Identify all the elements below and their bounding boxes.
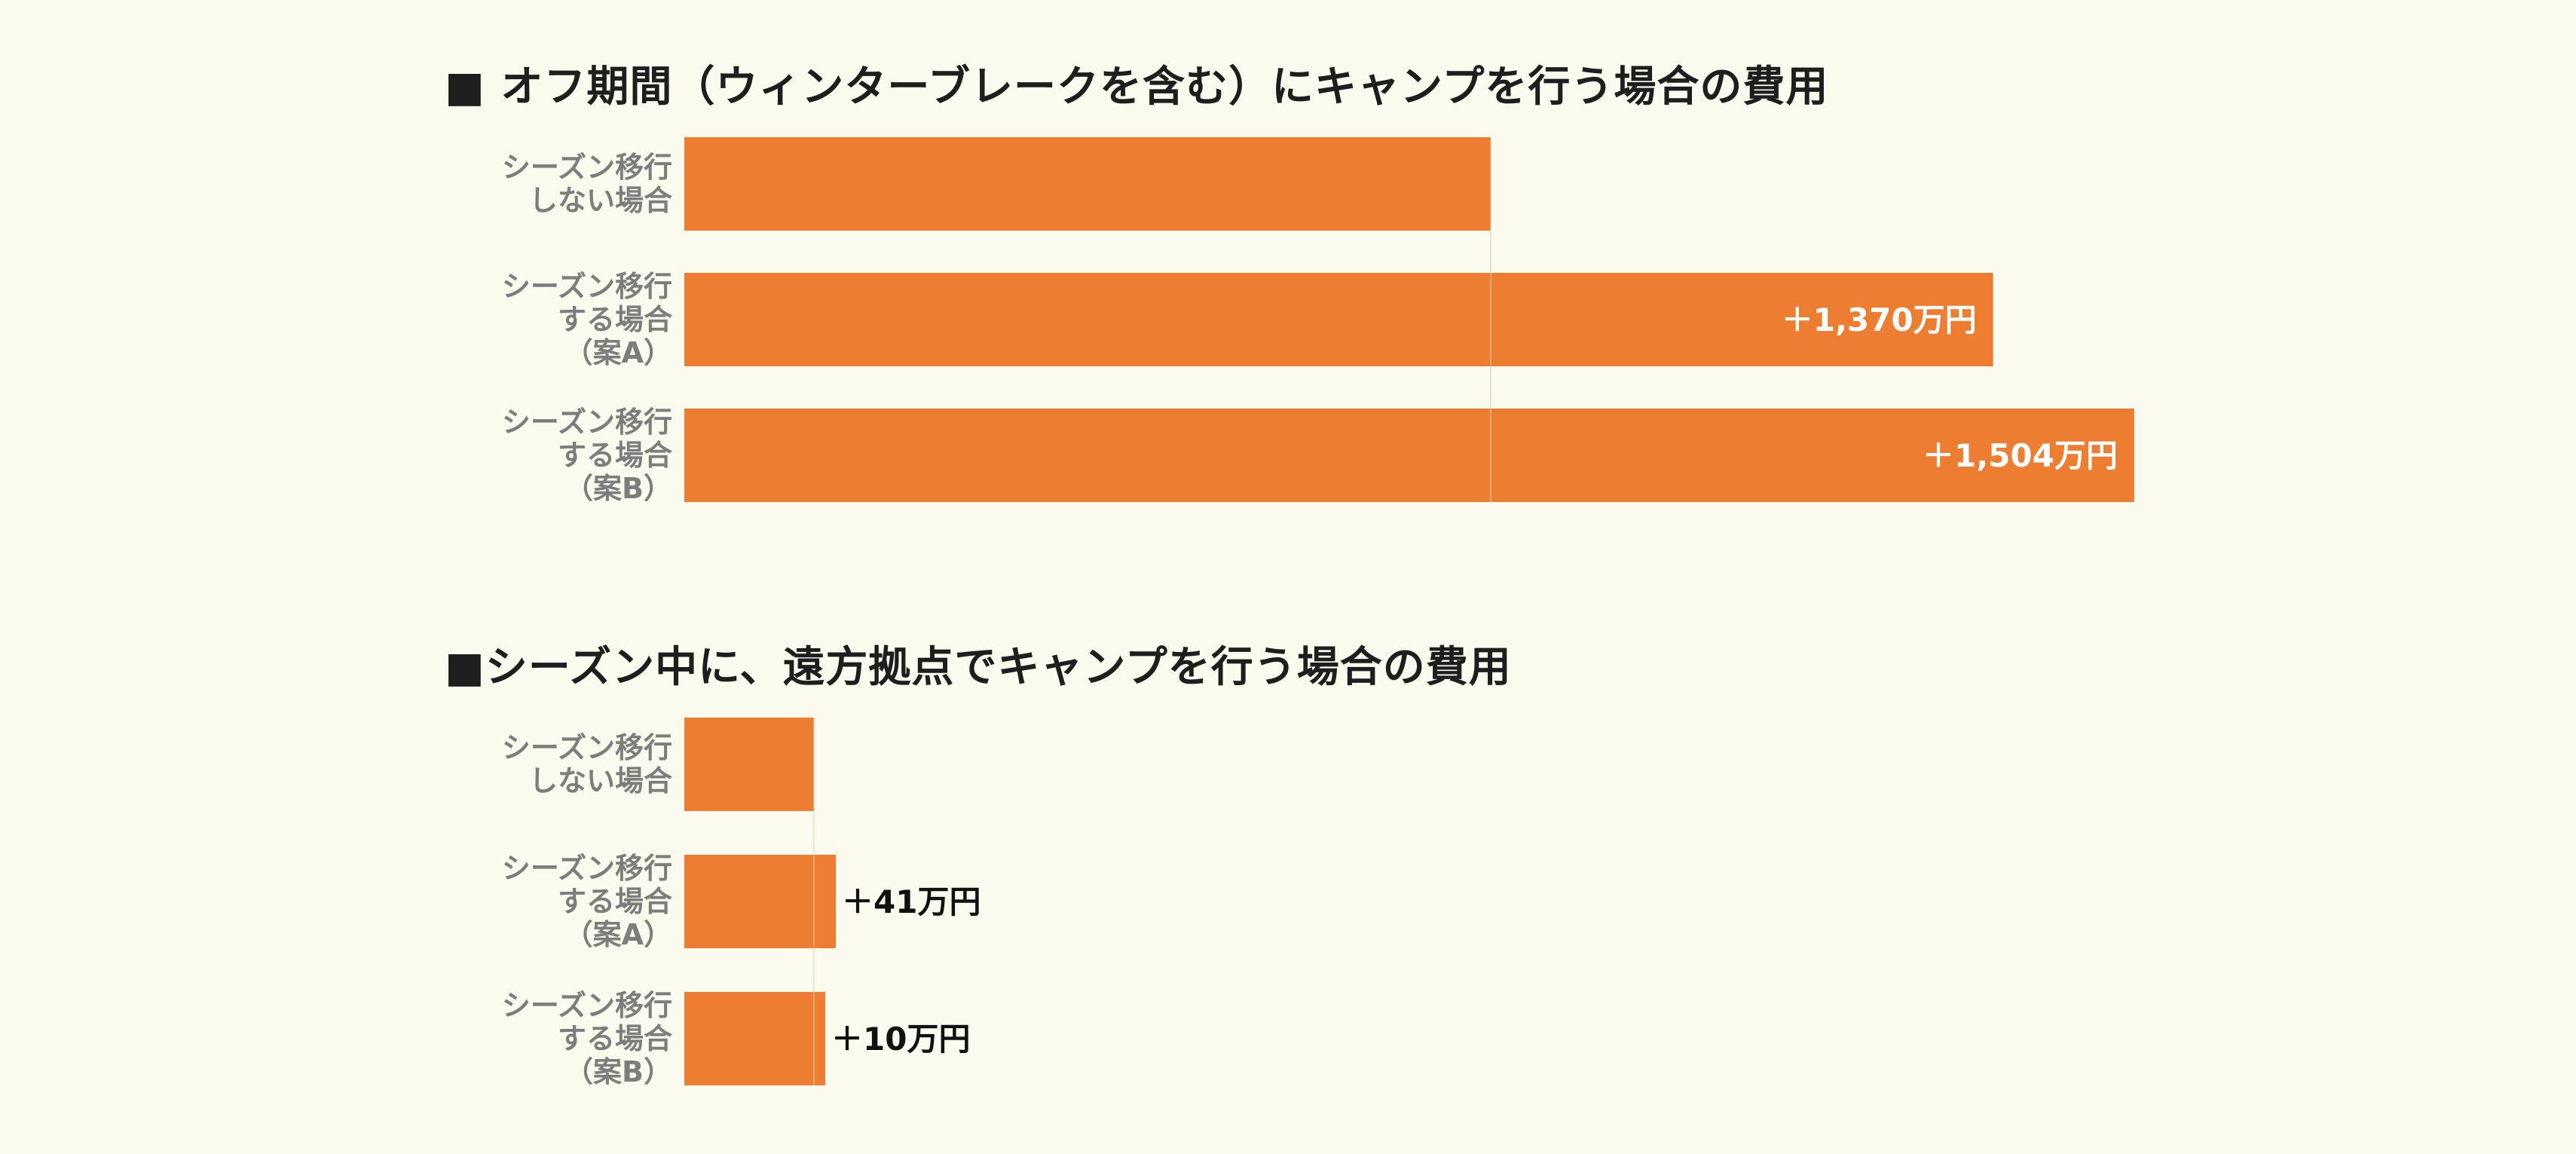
category-label: する場合 bbox=[558, 1022, 672, 1055]
category-label: シーズン移行 bbox=[502, 731, 672, 764]
data-label: ＋10万円 bbox=[831, 1021, 970, 1058]
category-label: シーズン移行 bbox=[502, 406, 672, 439]
bar-2 bbox=[684, 855, 837, 948]
data-label: ＋41万円 bbox=[842, 883, 981, 920]
category-label: （案A） bbox=[564, 336, 672, 369]
data-label: ＋1,504万円 bbox=[1923, 437, 2118, 474]
category-label: しない場合 bbox=[529, 764, 672, 797]
category-label: シーズン移行 bbox=[502, 852, 672, 885]
category-label: シーズン移行 bbox=[502, 989, 672, 1022]
data-label: ＋1,370万円 bbox=[1782, 302, 1977, 338]
chart-1: シーズン移行しない場合シーズン移行する場合（案A）＋1,370万円シーズン移行す… bbox=[502, 137, 2134, 505]
bar-1 bbox=[684, 137, 1491, 231]
category-label: する場合 bbox=[558, 439, 672, 472]
bar-2 bbox=[684, 273, 1993, 366]
bar-3 bbox=[684, 409, 2134, 502]
category-label: （案B） bbox=[564, 472, 672, 505]
chart-2-title: ■シーズン中に、遠方拠点でキャンプを行う場合の費用 bbox=[445, 643, 1512, 692]
category-label: シーズン移行 bbox=[502, 270, 672, 303]
chart-1-title: ■ オフ期間（ウィンターブレークを含む）にキャンプを行う場合の費用 bbox=[445, 63, 1829, 112]
chart-2: シーズン移行しない場合シーズン移行する場合（案A）＋41万円シーズン移行する場合… bbox=[502, 718, 981, 1088]
category-label: シーズン移行 bbox=[502, 151, 672, 184]
category-label: しない場合 bbox=[529, 184, 672, 217]
category-label: する場合 bbox=[558, 303, 672, 336]
category-label: （案B） bbox=[564, 1055, 672, 1088]
bar-3 bbox=[684, 992, 826, 1085]
category-label: （案A） bbox=[564, 918, 672, 951]
category-label: する場合 bbox=[558, 885, 672, 918]
bar-1 bbox=[684, 718, 814, 811]
